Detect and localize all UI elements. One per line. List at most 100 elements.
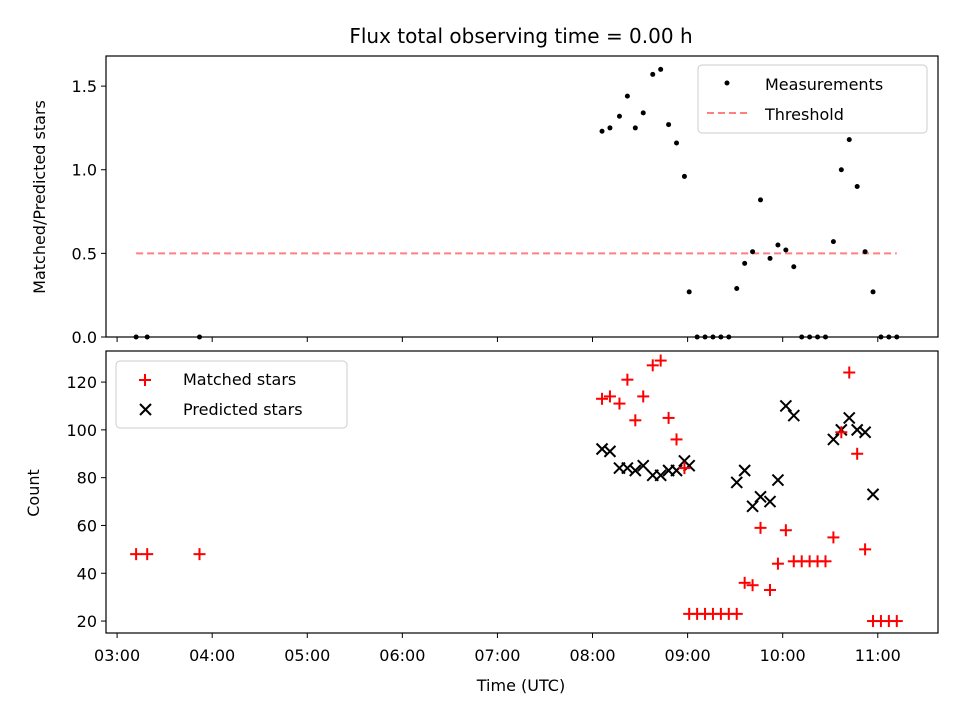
predicted-point — [827, 433, 840, 446]
matched-point — [662, 411, 675, 424]
predicted-point — [621, 461, 634, 475]
measurement-point — [658, 66, 664, 72]
bottom-x-tick: 03:00 — [94, 633, 140, 665]
bottom-axes-frame — [105, 350, 939, 634]
top-y-ticks: 0.0 0.5 1.0 1.5 — [72, 77, 106, 347]
measurement-point — [674, 140, 680, 146]
top-axes-frame — [105, 55, 939, 338]
measurement-point — [830, 239, 836, 245]
top-y-tick: 0.0 — [72, 328, 106, 347]
bottom-x-tick-label: 09:00 — [665, 646, 711, 665]
bottom-y-tick: 120 — [66, 373, 106, 392]
matched-point — [613, 397, 626, 410]
matched-point — [746, 579, 759, 592]
predicted-point — [771, 473, 785, 487]
matched-point — [835, 426, 848, 439]
chart-title: Flux total observing time = 0.00 h — [349, 24, 692, 48]
predicted-point — [595, 442, 609, 456]
matched-point — [130, 548, 143, 561]
matched-point — [637, 390, 650, 403]
measurement-point — [650, 71, 656, 77]
bottom-y-tick: 80 — [77, 469, 106, 488]
predicted-point — [866, 488, 880, 501]
bottom-y-tick-label: 60 — [77, 516, 97, 535]
bottom-y-tick: 100 — [66, 421, 106, 440]
bottom-y-tick-label: 20 — [77, 612, 97, 631]
matched-point — [819, 555, 832, 568]
bottom-y-tick: 40 — [77, 564, 106, 583]
predicted-point — [637, 459, 650, 472]
matched-point — [764, 583, 777, 596]
top-legend: Measurements Threshold — [697, 64, 928, 134]
bottom-x-tick: 09:00 — [665, 633, 711, 665]
top-y-tick-label: 0.5 — [72, 244, 97, 263]
measurement-point — [640, 110, 646, 116]
bottom-x-tick: 08:00 — [569, 633, 616, 665]
bottom-x-tick-label: 04:00 — [189, 646, 235, 665]
predicted-point — [682, 459, 696, 472]
legend-label-matched: Matched stars — [183, 370, 296, 389]
measurement-point — [870, 289, 876, 295]
matched-point — [779, 524, 792, 537]
predicted-point — [654, 469, 667, 482]
top-y-tick: 1.5 — [72, 77, 106, 96]
predicted-point — [730, 476, 743, 489]
predicted-point — [629, 464, 642, 477]
bottom-legend: Matched stars Predicted stars — [115, 360, 348, 429]
matched-point — [629, 414, 642, 427]
matched-point — [890, 615, 903, 628]
measurement-point — [750, 249, 756, 255]
matched-point — [678, 462, 691, 475]
matched-point — [843, 366, 856, 379]
measurement-point — [767, 255, 773, 261]
bottom-y-tick-label: 40 — [77, 564, 97, 583]
top-y-tick-label: 1.5 — [72, 77, 97, 96]
matched-point — [603, 390, 616, 403]
predicted-point — [738, 464, 751, 477]
predicted-point — [603, 445, 617, 458]
predicted-point — [843, 411, 856, 425]
predicted-point — [763, 495, 777, 508]
matched-point — [596, 392, 609, 405]
matched-point — [621, 373, 634, 386]
measurement-point — [734, 285, 740, 291]
bottom-x-tick: 10:00 — [760, 633, 806, 665]
predicted-point — [779, 399, 793, 413]
measurement-point — [791, 264, 797, 270]
top-y-tick: 0.5 — [72, 244, 106, 263]
top-x-ticks — [116, 337, 879, 342]
predicted-point — [670, 464, 683, 477]
bottom-x-tick: 11:00 — [855, 633, 901, 665]
top-y-axis-label: Matched/Predicted stars — [30, 100, 49, 294]
measurement-point — [599, 128, 605, 134]
top-series — [133, 66, 900, 340]
predicted-point — [746, 500, 759, 513]
predicted-point — [754, 490, 767, 503]
bottom-series — [130, 354, 903, 628]
measurement-point — [838, 167, 844, 173]
measurement-point — [686, 289, 692, 295]
bottom-y-tick-label: 120 — [66, 373, 97, 392]
x-axis-label: Time (UTC) — [476, 676, 565, 695]
bottom-x-tick-label: 10:00 — [760, 646, 806, 665]
predicted-point — [858, 426, 872, 439]
matched-point — [859, 543, 872, 556]
matched-point — [141, 548, 154, 561]
top-y-tick: 1.0 — [72, 161, 106, 180]
measurement-point — [758, 197, 764, 203]
bottom-x-tick: 05:00 — [284, 633, 330, 665]
top-y-tick-label: 0.0 — [72, 328, 97, 347]
measurement-point — [783, 247, 789, 253]
matched-point — [193, 548, 206, 561]
bottom-y-axis-label: Count — [24, 469, 43, 517]
bottom-y-tick-label: 80 — [77, 469, 97, 488]
measurement-point — [862, 249, 868, 255]
predicted-point — [850, 423, 864, 437]
bottom-x-ticks: 03:00 04:00 05:00 06:00 07:00 08:00 09:00 10:00… — [94, 633, 901, 665]
matched-point — [670, 433, 683, 446]
measurement-point — [775, 242, 781, 248]
legend-label-threshold: Threshold — [764, 105, 844, 124]
matched-point — [654, 354, 667, 367]
measurement-point — [742, 260, 748, 266]
